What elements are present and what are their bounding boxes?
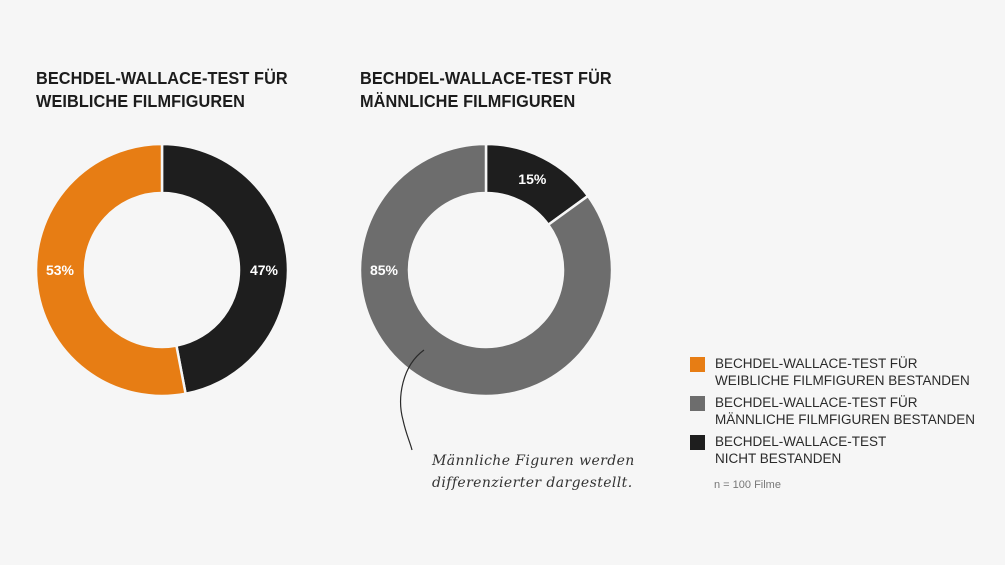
legend-label-line: BECHDEL-WALLACE-TEST FÜR: [715, 356, 918, 371]
legend-label: BECHDEL-WALLACE-TEST FÜR MÄNNLICHE FILMF…: [715, 394, 975, 428]
female-slice-2: [34, 142, 188, 398]
donut-chart-female: 47% 53%: [34, 142, 290, 398]
legend: BECHDEL-WALLACE-TEST FÜR WEIBLICHE FILMF…: [690, 355, 975, 472]
annotation-text: Männliche Figuren werden differenzierter…: [432, 450, 635, 494]
legend-label-line: BECHDEL-WALLACE-TEST: [715, 434, 887, 449]
female-slice-1: [160, 142, 290, 396]
legend-label: BECHDEL-WALLACE-TEST FÜR WEIBLICHE FILMF…: [715, 355, 975, 389]
male-slice-2: [358, 142, 614, 398]
chart-title-female: BECHDEL-WALLACE-TEST FÜR WEIBLICHE FILMF…: [36, 67, 288, 113]
chart-title-female-line-2: WEIBLICHE FILMFIGUREN: [36, 91, 246, 111]
sample-size-note: n = 100 Filme: [714, 479, 781, 491]
male-slice-label-1: 15%: [518, 171, 547, 187]
legend-label-line: WEIBLICHE FILMFIGUREN BESTANDEN: [715, 373, 970, 388]
legend-item-male-passed: BECHDEL-WALLACE-TEST FÜR MÄNNLICHE FILMF…: [690, 394, 975, 428]
female-slice-label-2: 53%: [46, 262, 75, 278]
chart-title-female-line-1: BECHDEL-WALLACE-TEST FÜR: [36, 68, 288, 88]
legend-item-failed: BECHDEL-WALLACE-TEST NICHT BESTANDEN: [690, 433, 975, 467]
legend-label: BECHDEL-WALLACE-TEST NICHT BESTANDEN: [715, 433, 975, 467]
legend-label-line: NICHT BESTANDEN: [715, 451, 842, 466]
annotation-pointer-line: [400, 349, 425, 451]
legend-label-line: MÄNNLICHE FILMFIGUREN BESTANDEN: [715, 412, 976, 427]
legend-swatch-orange: [690, 357, 705, 372]
legend-swatch-black: [690, 435, 705, 450]
annotation-line-1: Männliche Figuren werden: [432, 453, 635, 469]
donut-chart-male: 15% 85%: [358, 142, 614, 398]
male-slice-label-2: 85%: [370, 262, 399, 278]
chart-title-male-line-1: BECHDEL-WALLACE-TEST FÜR: [360, 68, 612, 88]
female-slice-label-1: 47%: [250, 262, 279, 278]
legend-item-female-passed: BECHDEL-WALLACE-TEST FÜR WEIBLICHE FILMF…: [690, 355, 975, 389]
legend-label-line: BECHDEL-WALLACE-TEST FÜR: [715, 395, 918, 410]
chart-title-male-line-2: MÄNNLICHE FILMFIGUREN: [360, 91, 576, 111]
legend-swatch-gray: [690, 396, 705, 411]
annotation-line-2: differenzierter dargestellt.: [432, 475, 633, 491]
chart-title-male: BECHDEL-WALLACE-TEST FÜR MÄNNLICHE FILMF…: [360, 67, 612, 113]
